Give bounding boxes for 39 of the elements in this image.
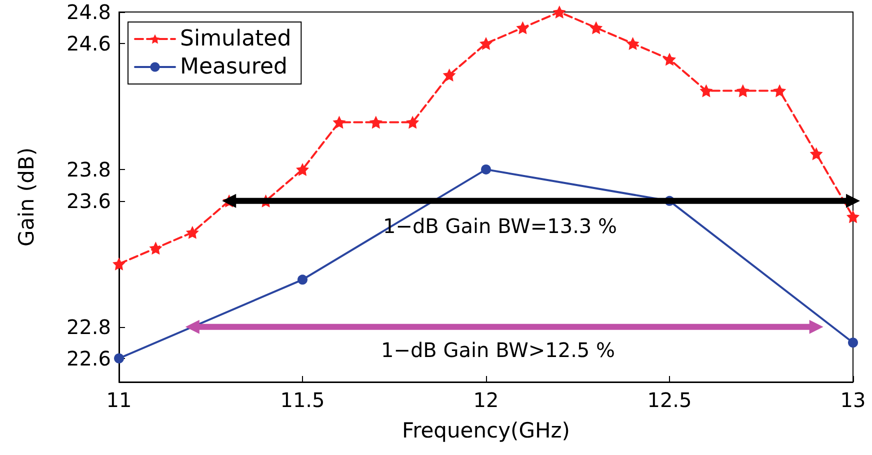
y-tick-label: 24.8 (66, 0, 111, 24)
x-tick-label: 11 (106, 388, 132, 412)
x-tick-label: 12 (473, 388, 499, 412)
point (296, 162, 309, 176)
point (773, 84, 786, 98)
point (480, 36, 492, 50)
point (112, 257, 126, 270)
point (663, 52, 676, 66)
point (626, 36, 640, 50)
x-axis-title: Frequency(GHz) (402, 418, 570, 442)
point (149, 242, 162, 255)
point (406, 116, 420, 129)
y-tick-label: 23.6 (66, 188, 111, 213)
point (516, 21, 530, 34)
point (846, 210, 860, 224)
y-tick-label: 22.8 (66, 314, 111, 339)
point (552, 6, 566, 18)
y-tick-label: 23.8 (66, 157, 111, 182)
legend-label: Measured (180, 54, 288, 80)
point (298, 274, 308, 285)
point (114, 353, 124, 364)
x-tick-label: 11.5 (280, 388, 325, 412)
y-tick-label: 24.6 (66, 31, 111, 56)
legend-label: Simulated (180, 26, 292, 52)
point (736, 84, 750, 98)
point (848, 338, 858, 348)
y-tick-label: 22.6 (66, 346, 111, 370)
point (369, 116, 382, 129)
point (481, 164, 491, 174)
x-tick-label: 13 (840, 388, 866, 412)
y-axis-title: Gain (dB) (14, 147, 38, 247)
point (332, 116, 346, 129)
point (186, 226, 199, 239)
point (810, 147, 823, 160)
x-tick-label: 12.5 (647, 388, 692, 412)
point (442, 68, 456, 82)
point (700, 84, 713, 98)
annotation: 1−dB Gain BW>12.5 % (380, 338, 616, 362)
point (590, 21, 603, 34)
